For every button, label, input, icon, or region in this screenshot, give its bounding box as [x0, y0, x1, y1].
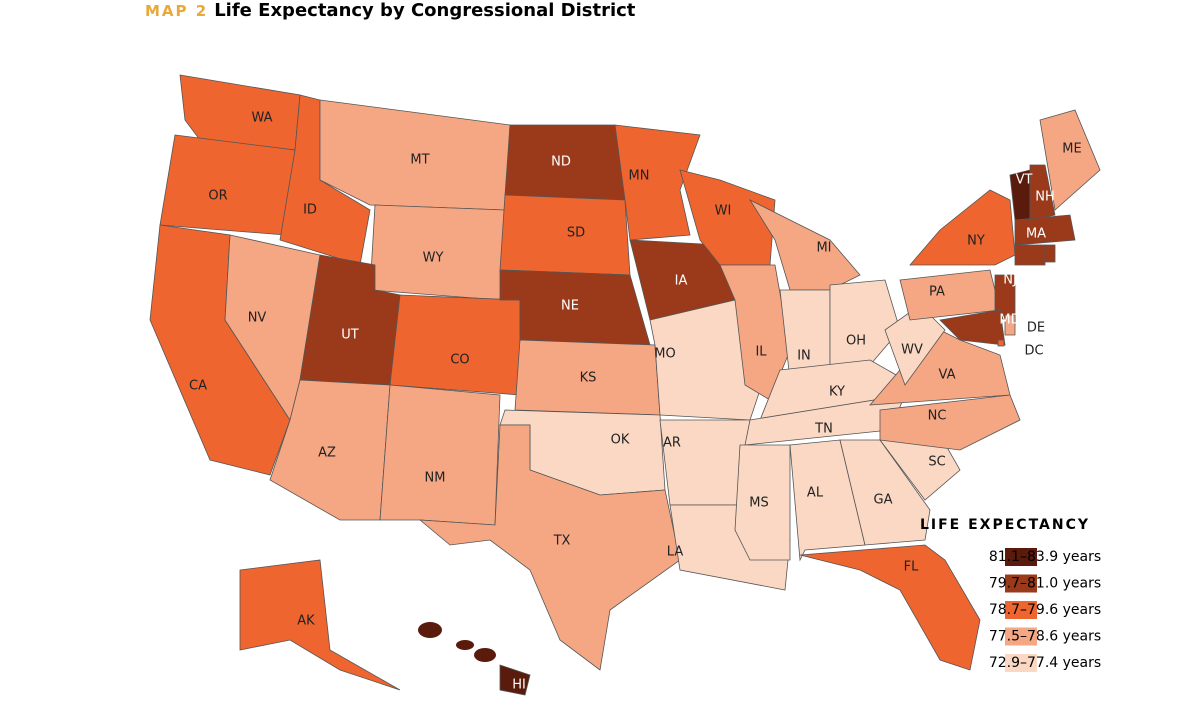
- state-label: GA: [874, 493, 893, 508]
- state-label: VT: [1016, 173, 1033, 188]
- state-label: IN: [797, 349, 811, 364]
- legend-title: LIFE EXPECTANCY: [920, 517, 1090, 533]
- state-label: DE: [1027, 321, 1045, 336]
- state-label: MA: [1026, 227, 1046, 242]
- state-shape: [789, 439, 866, 562]
- legend-label: 77.5–78.6 years: [989, 629, 1101, 645]
- state-shape: [734, 444, 791, 561]
- legend-swatch: [1005, 601, 1037, 619]
- state-label: PA: [929, 285, 945, 300]
- legend-swatch: [1005, 574, 1037, 593]
- state-label: ND: [551, 155, 571, 170]
- state-label: NE: [561, 299, 579, 314]
- state-shape: [159, 134, 296, 236]
- state-label: MT: [410, 153, 429, 168]
- state-label: UT: [341, 328, 359, 343]
- state-label: HI: [512, 678, 526, 693]
- state-shape: [1039, 109, 1101, 211]
- state-label: DC: [1024, 344, 1043, 359]
- state-shape: [799, 544, 981, 671]
- state-label: MO: [654, 347, 675, 362]
- state-shape: [499, 194, 631, 276]
- state-label: MN: [629, 169, 650, 184]
- state-label: CT: [1046, 268, 1063, 283]
- state-shape: [389, 294, 521, 396]
- legend-swatch: [1005, 627, 1037, 646]
- state-label: AK: [297, 614, 315, 629]
- island: [418, 622, 442, 638]
- legend-label: 79.7–81.0 years: [989, 576, 1101, 592]
- state-shape: [1004, 314, 1016, 336]
- state-label: NY: [967, 234, 985, 249]
- state-label: WA: [251, 111, 272, 126]
- state-label: MD: [999, 313, 1020, 328]
- legend-label: 72.9–77.4 years: [989, 655, 1101, 671]
- state-shape: [829, 279, 901, 366]
- state-shape: [939, 309, 1006, 346]
- map-title: Life Expectancy by Congressional Distric…: [214, 0, 636, 21]
- state-shape: [499, 664, 531, 696]
- state-label: IA: [675, 274, 688, 289]
- state-shape: [614, 124, 701, 241]
- state-label: KY: [829, 385, 845, 400]
- state-label: NC: [928, 409, 947, 424]
- state-label: VA: [939, 368, 956, 383]
- island: [474, 648, 496, 662]
- state-label: WY: [423, 251, 444, 266]
- state-shape: [879, 394, 1021, 451]
- title-bar: MAP 2 Life Expectancy by Congressional Di…: [145, 0, 635, 21]
- legend-swatch: [1005, 654, 1037, 672]
- state-label: OK: [611, 433, 630, 448]
- state-label: SD: [567, 226, 585, 241]
- map-number: MAP 2: [145, 2, 209, 20]
- state-shape: [379, 384, 501, 526]
- state-label: OH: [846, 334, 866, 349]
- state-shape: [239, 559, 401, 691]
- state-shape: [659, 419, 751, 506]
- state-label: SC: [928, 455, 945, 470]
- state-label: MS: [749, 496, 768, 511]
- state-label: AR: [663, 436, 681, 451]
- state-label: TN: [814, 422, 833, 437]
- state-label: NH: [1035, 190, 1055, 205]
- state-shape: [997, 339, 1005, 347]
- state-label: FL: [904, 560, 919, 575]
- state-label: CA: [189, 379, 207, 394]
- state-shape: [1044, 244, 1056, 263]
- state-label: OR: [208, 189, 227, 204]
- state-label: LA: [667, 545, 684, 560]
- state-label: ME: [1062, 142, 1081, 157]
- state-shape: [839, 439, 931, 546]
- state-label: KS: [580, 371, 597, 386]
- island: [456, 640, 474, 650]
- legend-label: 78.7–79.6 years: [989, 602, 1101, 618]
- state-shape: [748, 199, 861, 291]
- state-label: RI: [1074, 261, 1087, 276]
- state-shape: [1014, 244, 1046, 266]
- state-shape: [1014, 214, 1076, 246]
- state-label: AZ: [318, 446, 336, 461]
- state-shape: [418, 424, 681, 671]
- state-label: IL: [755, 345, 767, 360]
- state-shape: [909, 189, 1016, 266]
- state-label: CO: [450, 353, 469, 368]
- state-label: ID: [303, 203, 317, 218]
- state-label: NV: [248, 311, 267, 326]
- state-label: WV: [901, 343, 923, 358]
- state-label: NM: [425, 471, 446, 486]
- state-label: NJ: [1003, 273, 1017, 288]
- state-label: AL: [807, 486, 824, 501]
- legend-label: 81.1–83.9 years: [989, 549, 1101, 565]
- state-shape: [1029, 164, 1056, 221]
- state-label: MI: [816, 241, 831, 256]
- legend-swatch: [1005, 548, 1037, 566]
- state-label: WI: [715, 204, 732, 219]
- state-label: TX: [553, 534, 571, 549]
